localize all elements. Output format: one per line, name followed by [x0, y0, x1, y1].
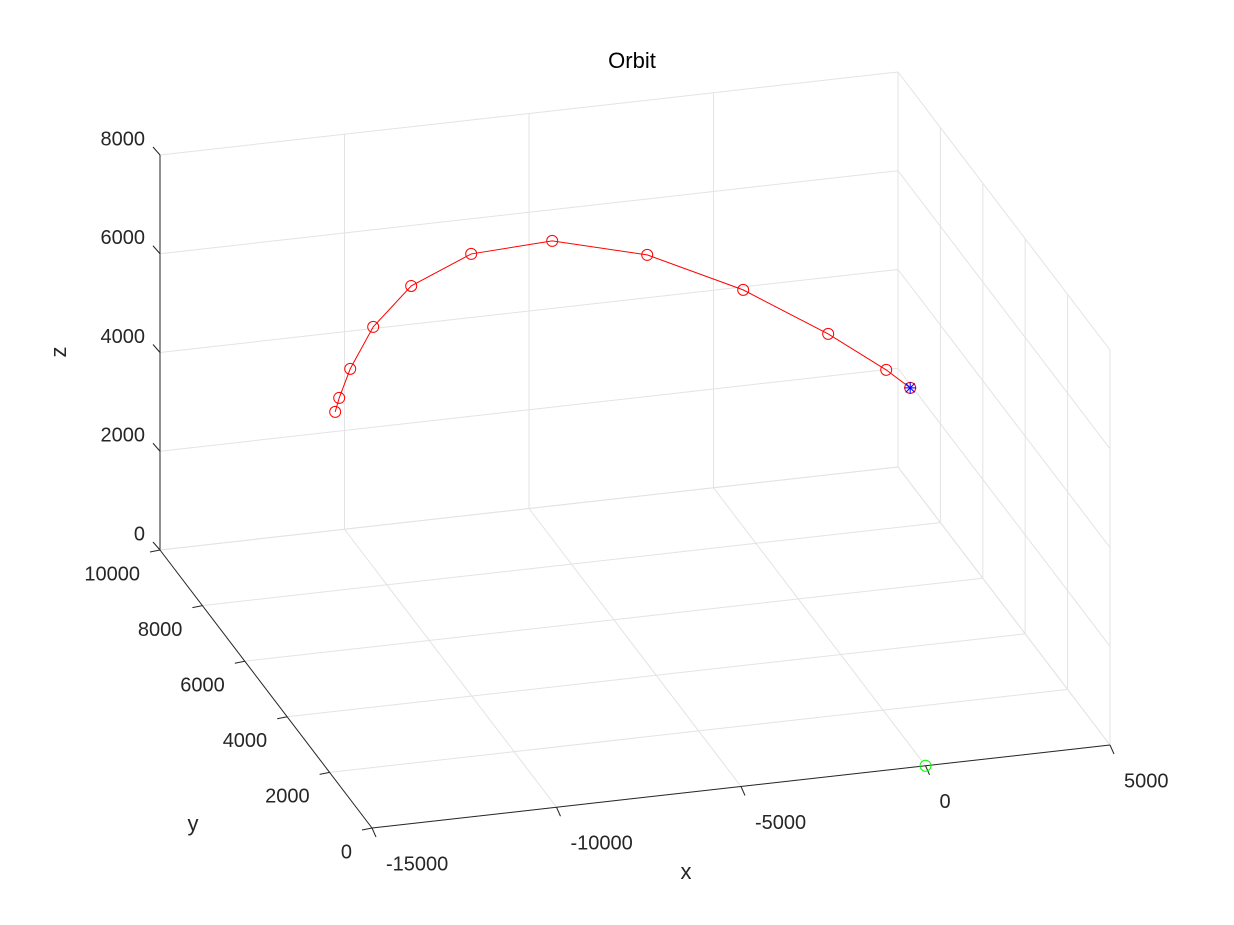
- grid-line: [159, 269, 899, 353]
- y-tick: [319, 771, 330, 775]
- z-tick: [152, 541, 161, 551]
- x-tick: [371, 827, 377, 838]
- y-tick-label: 6000: [180, 674, 225, 696]
- star-marker: [904, 381, 917, 394]
- y-tick: [361, 827, 373, 831]
- circle-marker: [919, 759, 932, 772]
- x-tick: [925, 765, 930, 775]
- grid-line: [159, 71, 899, 156]
- z-tick-label: 0: [134, 523, 145, 545]
- x-tick-label: -15000: [386, 853, 448, 875]
- circle-marker: [641, 248, 654, 261]
- x-tick-label: -5000: [755, 812, 806, 834]
- y-axis-line: [159, 549, 373, 829]
- x-tick: [1109, 744, 1115, 755]
- grid-line: [528, 508, 742, 787]
- z-tick: [152, 442, 161, 452]
- z-tick-label: 2000: [101, 425, 146, 447]
- z-tick-label: 4000: [101, 326, 146, 348]
- circle-marker: [465, 247, 478, 260]
- z-tick-label: 8000: [101, 128, 146, 150]
- x-tick-label: 5000: [1124, 770, 1169, 792]
- grid-line: [244, 577, 983, 662]
- circle-marker: [367, 320, 380, 333]
- y-tick: [149, 549, 161, 553]
- grid-line: [897, 269, 1111, 548]
- z-tick: [152, 146, 161, 156]
- grid-line: [897, 466, 1111, 746]
- grid-line: [159, 170, 899, 255]
- y-tick-label: 2000: [265, 786, 310, 808]
- x-tick: [740, 786, 746, 796]
- circle-marker: [546, 234, 559, 247]
- grid-line: [897, 367, 1111, 647]
- z-tick: [152, 344, 161, 353]
- star-stroke: [905, 383, 916, 393]
- z-axis-label: z: [46, 347, 71, 358]
- grid-line: [329, 688, 1068, 773]
- y-tick-label: 8000: [138, 619, 183, 641]
- grid-line: [159, 367, 899, 452]
- z-tick-label: 6000: [101, 227, 146, 249]
- grid-line: [159, 466, 899, 551]
- circle-marker: [333, 391, 346, 404]
- grid-line: [897, 71, 1111, 351]
- z-tick: [152, 245, 161, 255]
- grid-line: [202, 522, 941, 607]
- x-tick: [556, 807, 561, 817]
- circle-marker: [329, 405, 342, 418]
- grid-line: [713, 487, 926, 767]
- x-axis-label: x: [681, 859, 692, 884]
- y-tick-label: 10000: [84, 563, 140, 585]
- circle-marker: [880, 363, 893, 376]
- y-tick: [234, 660, 245, 664]
- grid-line: [287, 633, 1026, 718]
- grid-line: [897, 170, 1111, 450]
- grid-line: [344, 528, 557, 808]
- y-tick-label: 0: [341, 841, 352, 863]
- circle-marker: [737, 283, 750, 296]
- y-axis-label: y: [188, 811, 199, 836]
- chart-title: Orbit: [608, 48, 656, 73]
- circle-marker: [822, 327, 835, 340]
- x-tick-label: -10000: [571, 833, 633, 855]
- circle-marker: [344, 362, 357, 375]
- x-tick-label: 0: [940, 791, 951, 813]
- y-tick-label: 4000: [223, 730, 268, 752]
- y-tick: [277, 716, 288, 720]
- y-tick: [192, 605, 203, 609]
- circle-marker: [405, 279, 418, 292]
